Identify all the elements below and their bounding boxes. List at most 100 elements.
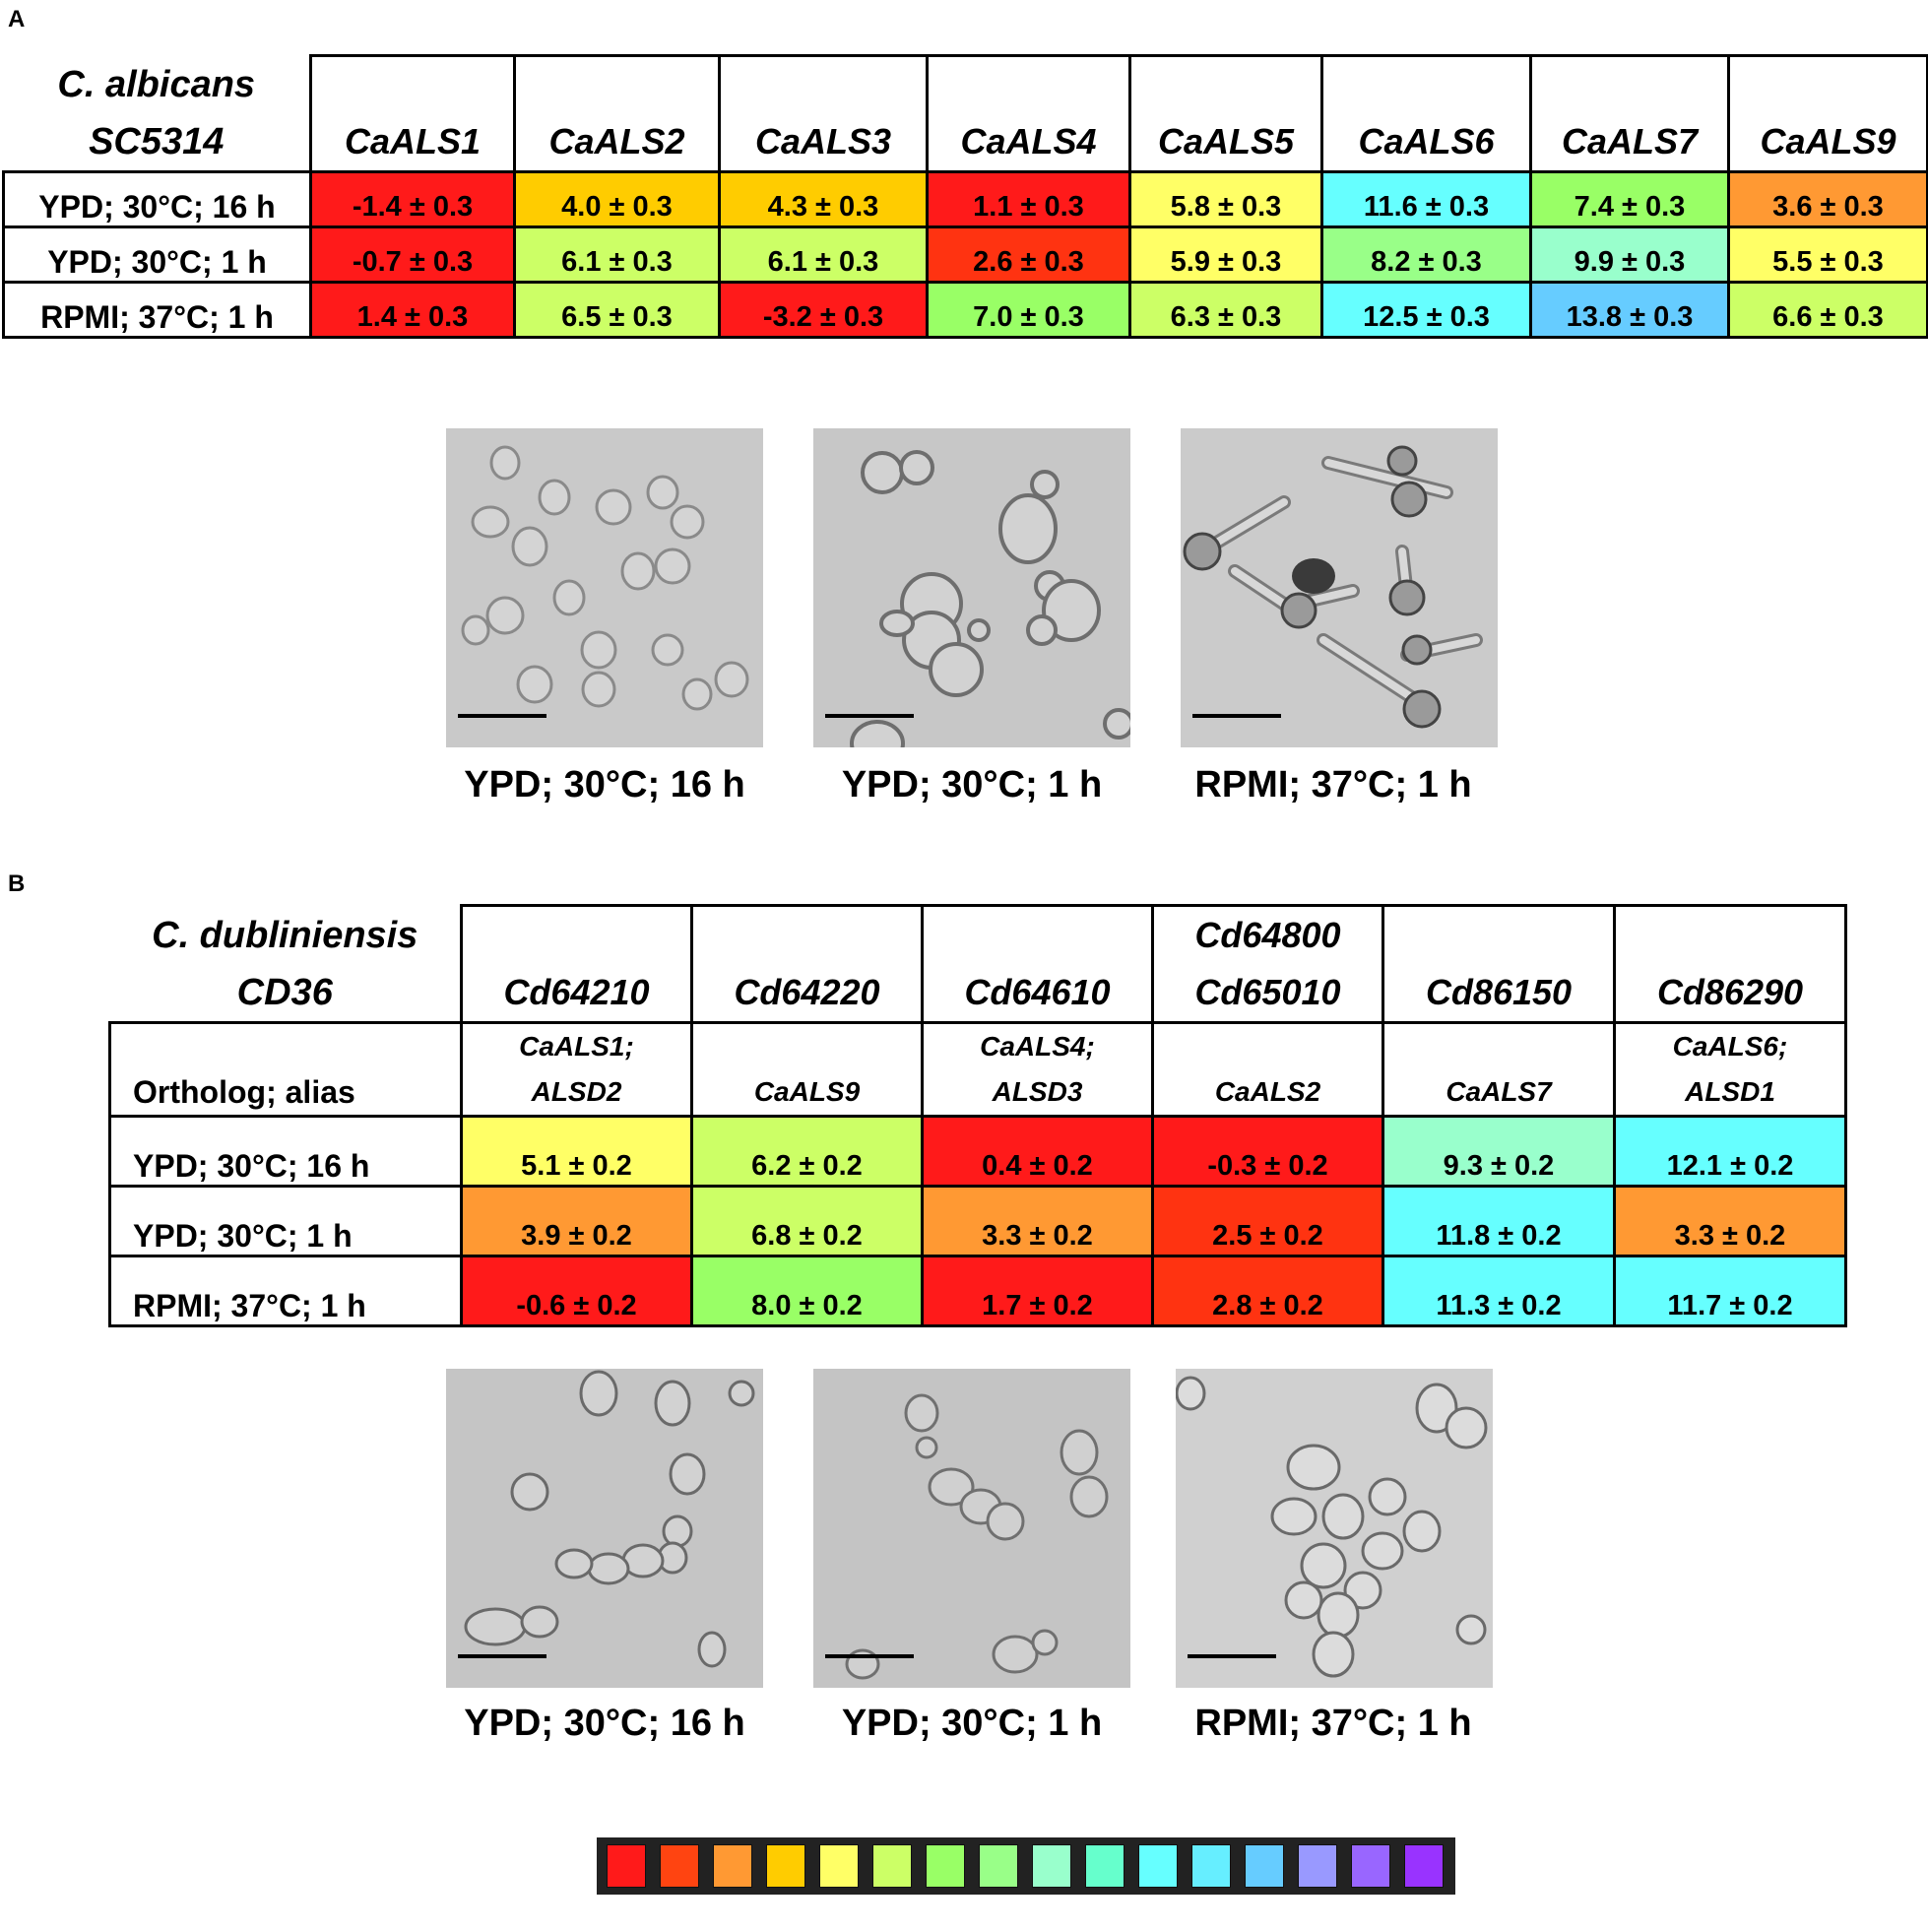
micrograph-a-ypd-1h: [813, 428, 1130, 747]
expression-cell: 2.8 ± 0.2: [1151, 1255, 1384, 1327]
expression-cell: 6.2 ± 0.2: [690, 1115, 924, 1188]
expression-cell: -0.6 ± 0.2: [460, 1255, 693, 1327]
ortholog-alias: ALSD3: [992, 1076, 1083, 1107]
expression-cell: 5.1 ± 0.2: [460, 1115, 693, 1188]
legend-swatch: [926, 1844, 965, 1888]
expression-cell: 4.3 ± 0.3: [718, 169, 929, 228]
gene-id: Cd64210: [503, 972, 650, 1012]
legend-swatch: [1245, 1844, 1284, 1888]
condition-label: YPD; 30°C; 1 h: [108, 1185, 463, 1257]
gene-id: Cd65010: [1194, 972, 1341, 1012]
legend-swatch: [1032, 1844, 1071, 1888]
expression-cell: 6.6 ± 0.3: [1727, 280, 1928, 339]
legend-swatch: [713, 1844, 752, 1888]
ortholog-alias-cell: CaALS2: [1151, 1021, 1384, 1118]
ortholog-alias: CaALS4;: [980, 1031, 1095, 1062]
expression-cell: 12.1 ± 0.2: [1613, 1115, 1847, 1188]
ortholog-alias-cell: CaALS4; ALSD3: [921, 1021, 1154, 1118]
micrograph-b-ypd-1h: [813, 1369, 1130, 1688]
expression-cell: 9.3 ± 0.2: [1382, 1115, 1616, 1188]
caption-b-ypd-1h: YPD; 30°C; 1 h: [841, 1703, 1103, 1744]
expression-cell: 2.6 ± 0.3: [926, 225, 1131, 284]
legend-swatch: [1085, 1844, 1125, 1888]
caption-a-rpmi-1h: RPMI; 37°C; 1 h: [1194, 764, 1472, 805]
gene-header: CaALS4: [926, 54, 1131, 173]
expression-cell: -0.7 ± 0.3: [309, 225, 516, 284]
expression-cell: 4.0 ± 0.3: [513, 169, 721, 228]
organism-label: C. albicans SC5314: [4, 56, 311, 172]
organism-species: C. dubliniensis: [152, 915, 418, 956]
expression-cell: 5.9 ± 0.3: [1128, 225, 1323, 284]
expression-cell: 0.4 ± 0.2: [921, 1115, 1154, 1188]
micrograph-a-ypd-16h: [446, 428, 763, 747]
organism-strain: CD36: [236, 972, 333, 1013]
gene-id: Cd64220: [734, 972, 880, 1012]
caption-b-ypd-16h: YPD; 30°C; 16 h: [464, 1703, 745, 1744]
ortholog-alias: ALSD1: [1685, 1076, 1775, 1107]
condition-label: YPD; 30°C; 1 h: [2, 225, 312, 284]
gene-id: Cd86290: [1656, 972, 1804, 1012]
expression-cell: 6.5 ± 0.3: [513, 280, 721, 339]
expression-cell: 3.3 ± 0.2: [1613, 1185, 1847, 1257]
gene-header: Cd64800 Cd65010: [1151, 904, 1384, 1024]
expression-cell: 5.5 ± 0.3: [1727, 225, 1928, 284]
legend-swatch: [872, 1844, 912, 1888]
legend-swatch: [660, 1844, 699, 1888]
ortholog-alias: CaALS6;: [1672, 1031, 1788, 1062]
gene-header: Cd86290: [1613, 904, 1847, 1024]
panel-b-label: B: [8, 870, 26, 897]
table-row: YPD; 30°C; 16 h -1.4 ± 0.3 4.0 ± 0.3 4.3 ± …: [2, 169, 1928, 228]
expression-cell: 11.8 ± 0.2: [1382, 1185, 1616, 1257]
expression-cell: 1.7 ± 0.2: [921, 1255, 1154, 1327]
expression-cell: 5.8 ± 0.3: [1128, 169, 1323, 228]
gene-header: Cd64210: [460, 904, 693, 1024]
expression-cell: 3.3 ± 0.2: [921, 1185, 1154, 1257]
expression-cell: 13.8 ± 0.3: [1529, 280, 1730, 339]
expression-cell: 11.3 ± 0.2: [1382, 1255, 1616, 1327]
organism-species: C. albicans: [57, 63, 256, 105]
micrograph-a-rpmi-1h: [1181, 428, 1498, 747]
condition-label: YPD; 30°C; 16 h: [2, 169, 312, 228]
gene-id: Cd64610: [964, 972, 1111, 1012]
legend-swatch: [979, 1844, 1018, 1888]
table-row: YPD; 30°C; 16 h 5.1 ± 0.2 6.2 ± 0.2 0.4 ± 0…: [108, 1115, 1847, 1188]
table-row: RPMI; 37°C; 1 h 1.4 ± 0.3 6.5 ± 0.3 -3.2 ± …: [2, 280, 1928, 339]
caption-a-ypd-16h: YPD; 30°C; 16 h: [464, 764, 745, 805]
ortholog-alias: [695, 1026, 920, 1070]
table-row: YPD; 30°C; 1 h -0.7 ± 0.3 6.1 ± 0.3 6.1 ± 0…: [2, 225, 1928, 284]
legend-swatch: [1138, 1844, 1178, 1888]
legend-swatch: [1298, 1844, 1337, 1888]
expression-cell: 7.0 ± 0.3: [926, 280, 1131, 339]
gene-header: Cd64220: [690, 904, 924, 1024]
ortholog-alias: CaALS1;: [519, 1031, 634, 1062]
caption-a-ypd-1h: YPD; 30°C; 1 h: [841, 764, 1103, 805]
expression-cell: 9.9 ± 0.3: [1529, 225, 1730, 284]
expression-cell: 2.5 ± 0.2: [1151, 1185, 1384, 1257]
legend-swatch: [1191, 1844, 1231, 1888]
ortholog-alias: CaALS7: [1446, 1076, 1552, 1107]
expression-cell: 6.1 ± 0.3: [718, 225, 929, 284]
gene-header: CaALS1: [309, 54, 516, 173]
expression-cell: 3.6 ± 0.3: [1727, 169, 1928, 228]
gene-header: Cd86150: [1382, 904, 1616, 1024]
organism-label: C. dubliniensis CD36: [110, 906, 462, 1023]
expression-cell: 6.8 ± 0.2: [690, 1185, 924, 1257]
ortholog-alias-cell: CaALS9: [690, 1021, 924, 1118]
gene-header: CaALS5: [1128, 54, 1323, 173]
ortholog-alias: [1156, 1026, 1381, 1070]
ortholog-row: Ortholog; alias CaALS1; ALSD2 CaALS9 CaALS4;…: [108, 1021, 1847, 1118]
expression-cell: 11.7 ± 0.2: [1613, 1255, 1847, 1327]
gene-header: CaALS3: [718, 54, 929, 173]
gene-header: CaALS9: [1727, 54, 1928, 173]
legend-swatch: [819, 1844, 859, 1888]
expression-cell: -0.3 ± 0.2: [1151, 1115, 1384, 1188]
ortholog-alias: CaALS2: [1214, 1076, 1321, 1107]
legend-swatch: [607, 1844, 646, 1888]
expression-cell: 8.0 ± 0.2: [690, 1255, 924, 1327]
gene-id: Cd64800: [1194, 915, 1341, 955]
expression-cell: -3.2 ± 0.3: [718, 280, 929, 339]
table-row: RPMI; 37°C; 1 h -0.6 ± 0.2 8.0 ± 0.2 1.7 ± …: [108, 1255, 1847, 1327]
gene-header: CaALS2: [513, 54, 721, 173]
expression-cell: 1.1 ± 0.3: [926, 169, 1131, 228]
expression-cell: -1.4 ± 0.3: [309, 169, 516, 228]
